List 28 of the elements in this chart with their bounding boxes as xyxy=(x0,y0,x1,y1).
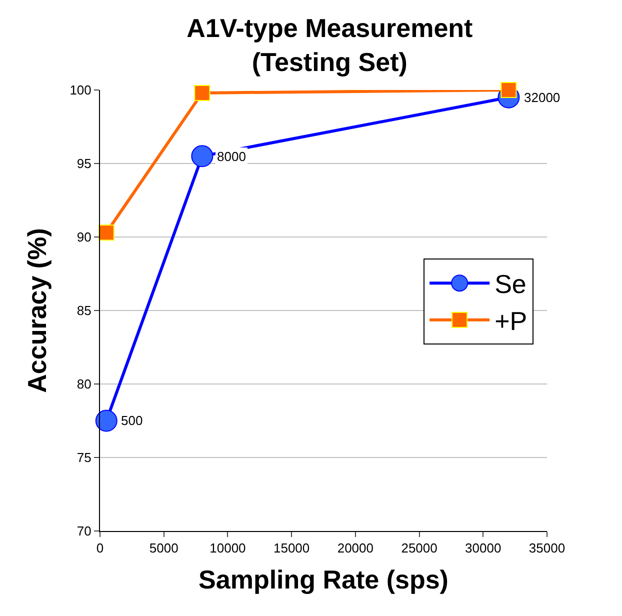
x-tick-label: 10000 xyxy=(210,540,246,556)
y-tick-label: 80 xyxy=(76,376,92,392)
x-tick-label: 15000 xyxy=(273,540,310,556)
point xyxy=(98,224,114,241)
x-axis-title: Sampling Rate (sps) xyxy=(198,564,448,594)
point xyxy=(95,410,118,432)
point xyxy=(194,84,210,101)
y-tick-label: 90 xyxy=(76,230,92,245)
point xyxy=(191,145,214,168)
x-tick-label: 20000 xyxy=(337,540,374,556)
y-tick-label: 75 xyxy=(76,450,92,466)
annotation: 32000 xyxy=(524,90,560,105)
y-tick-label: 100 xyxy=(70,82,92,98)
y-tick-label: 95 xyxy=(76,156,92,172)
legend-label: Se xyxy=(494,269,526,300)
x-tick-label: 5000 xyxy=(149,540,178,556)
y-tick-label: 85 xyxy=(76,303,92,318)
annotation: 500 xyxy=(121,413,143,428)
legend-label: +P xyxy=(494,306,528,336)
x-tick-label: 25000 xyxy=(401,540,438,556)
x-tick-label: 35000 xyxy=(528,540,566,556)
y-tick-label: 70 xyxy=(76,524,92,539)
point xyxy=(500,82,517,98)
chart-title: A1V-type Measurement (Testing Set) xyxy=(186,12,474,77)
x-tick-label: 0 xyxy=(96,540,104,556)
y-axis-title: Accuracy (%) xyxy=(22,228,52,393)
x-tick-label: 30000 xyxy=(465,540,502,556)
annotation: 8000 xyxy=(217,149,246,164)
